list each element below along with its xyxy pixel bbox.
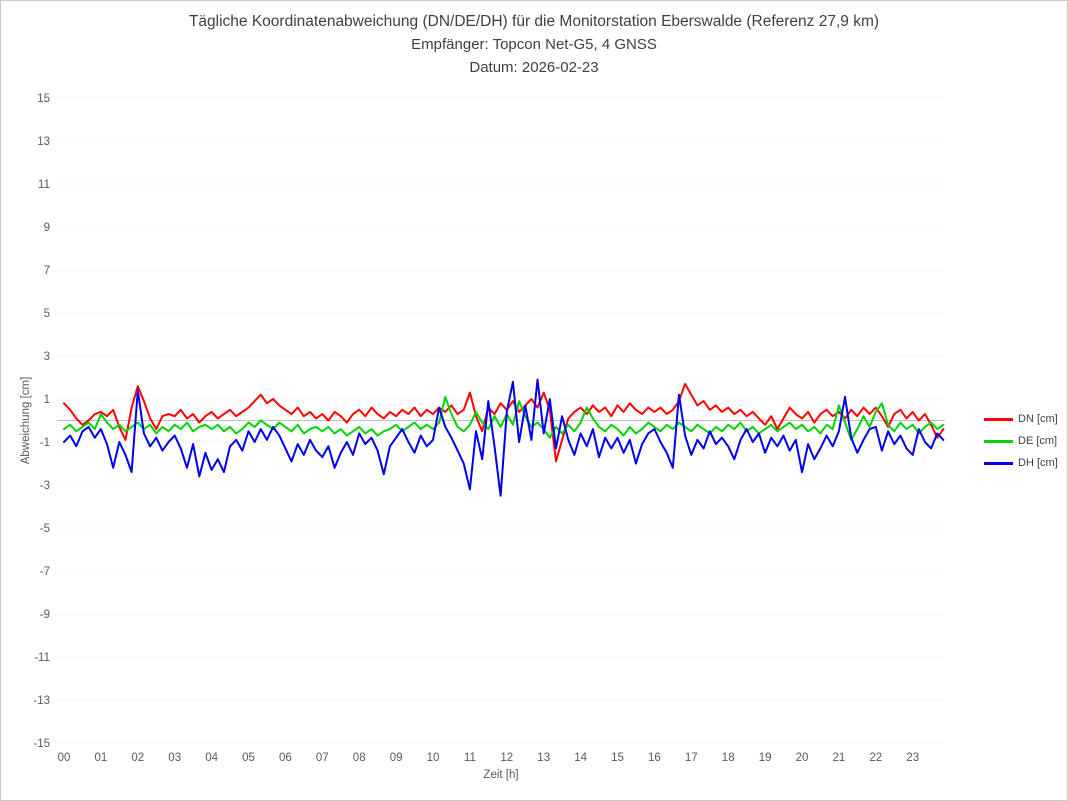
y-tick-label: -15 [33, 738, 50, 750]
legend-label-dh: DH [cm] [1018, 457, 1058, 469]
y-axis-title: Abweichung [cm] [20, 377, 32, 465]
y-tick-label: 13 [37, 136, 50, 148]
dh-line-swatch [984, 461, 1013, 465]
x-tick-label: 23 [906, 752, 919, 764]
x-tick-label: 11 [464, 752, 476, 764]
legend-item-dh: DH [cm] [984, 452, 1058, 474]
chart-legend: DN [cm] DE [cm] DH [cm] [984, 408, 1058, 474]
x-tick-label: 02 [131, 752, 144, 764]
x-tick-label: 04 [205, 752, 218, 764]
y-tick-label: -9 [40, 609, 50, 621]
y-tick-label: 9 [44, 222, 50, 234]
x-tick-label: 22 [869, 752, 882, 764]
x-tick-label: 09 [390, 752, 403, 764]
y-tick-label: -3 [40, 480, 50, 492]
series-line-dn [63, 382, 945, 463]
chart-subtitle-receiver: Empfänger: Topcon Net-G5, 4 GNSS [411, 36, 657, 53]
x-tick-label: 18 [722, 752, 735, 764]
x-tick-label: 07 [316, 752, 329, 764]
y-tick-label: 1 [44, 394, 50, 406]
x-tick-label: 10 [427, 752, 440, 764]
x-tick-label: 13 [537, 752, 550, 764]
y-tick-label: 11 [38, 179, 50, 191]
series-line-dh [63, 378, 945, 497]
dn-line-swatch [984, 417, 1013, 421]
series-line-de [63, 395, 945, 441]
y-tick-label: 7 [44, 265, 50, 277]
x-axis-title: Zeit [h] [483, 769, 518, 781]
x-tick-label: 15 [611, 752, 624, 764]
y-tick-label: 15 [37, 93, 50, 105]
legend-item-dn: DN [cm] [984, 408, 1058, 430]
y-tick-label: -11 [34, 652, 50, 664]
title-block: Tägliche Koordinatenabweichung (DN/DE/DH… [1, 10, 1067, 79]
x-tick-label: 16 [648, 752, 661, 764]
de-line-swatch [984, 439, 1013, 443]
chart-title: Tägliche Koordinatenabweichung (DN/DE/DH… [188, 13, 880, 30]
legend-label-de: DE [cm] [1018, 435, 1058, 447]
y-tick-label: 5 [44, 308, 50, 320]
y-tick-label: -13 [33, 695, 50, 707]
legend-item-de: DE [cm] [984, 430, 1058, 452]
chart-subtitle-date: Datum: 2026-02-23 [469, 59, 599, 76]
x-tick-label: 08 [353, 752, 366, 764]
x-tick-label: 12 [500, 752, 513, 764]
x-tick-label: 20 [796, 752, 809, 764]
x-tick-label: 05 [242, 752, 255, 764]
x-tick-label: 17 [685, 752, 698, 764]
y-tick-label: -7 [40, 566, 50, 578]
x-tick-label: 21 [833, 752, 846, 764]
y-tick-label: -1 [40, 437, 50, 449]
y-tick-label: 3 [44, 351, 50, 363]
x-tick-label: 00 [58, 752, 71, 764]
x-tick-label: 19 [759, 752, 772, 764]
x-tick-label: 03 [168, 752, 181, 764]
x-tick-label: 14 [574, 752, 587, 764]
legend-label-dn: DN [cm] [1018, 413, 1058, 425]
x-tick-label: 06 [279, 752, 292, 764]
x-tick-label: 01 [95, 752, 108, 764]
y-tick-label: -5 [40, 523, 50, 535]
